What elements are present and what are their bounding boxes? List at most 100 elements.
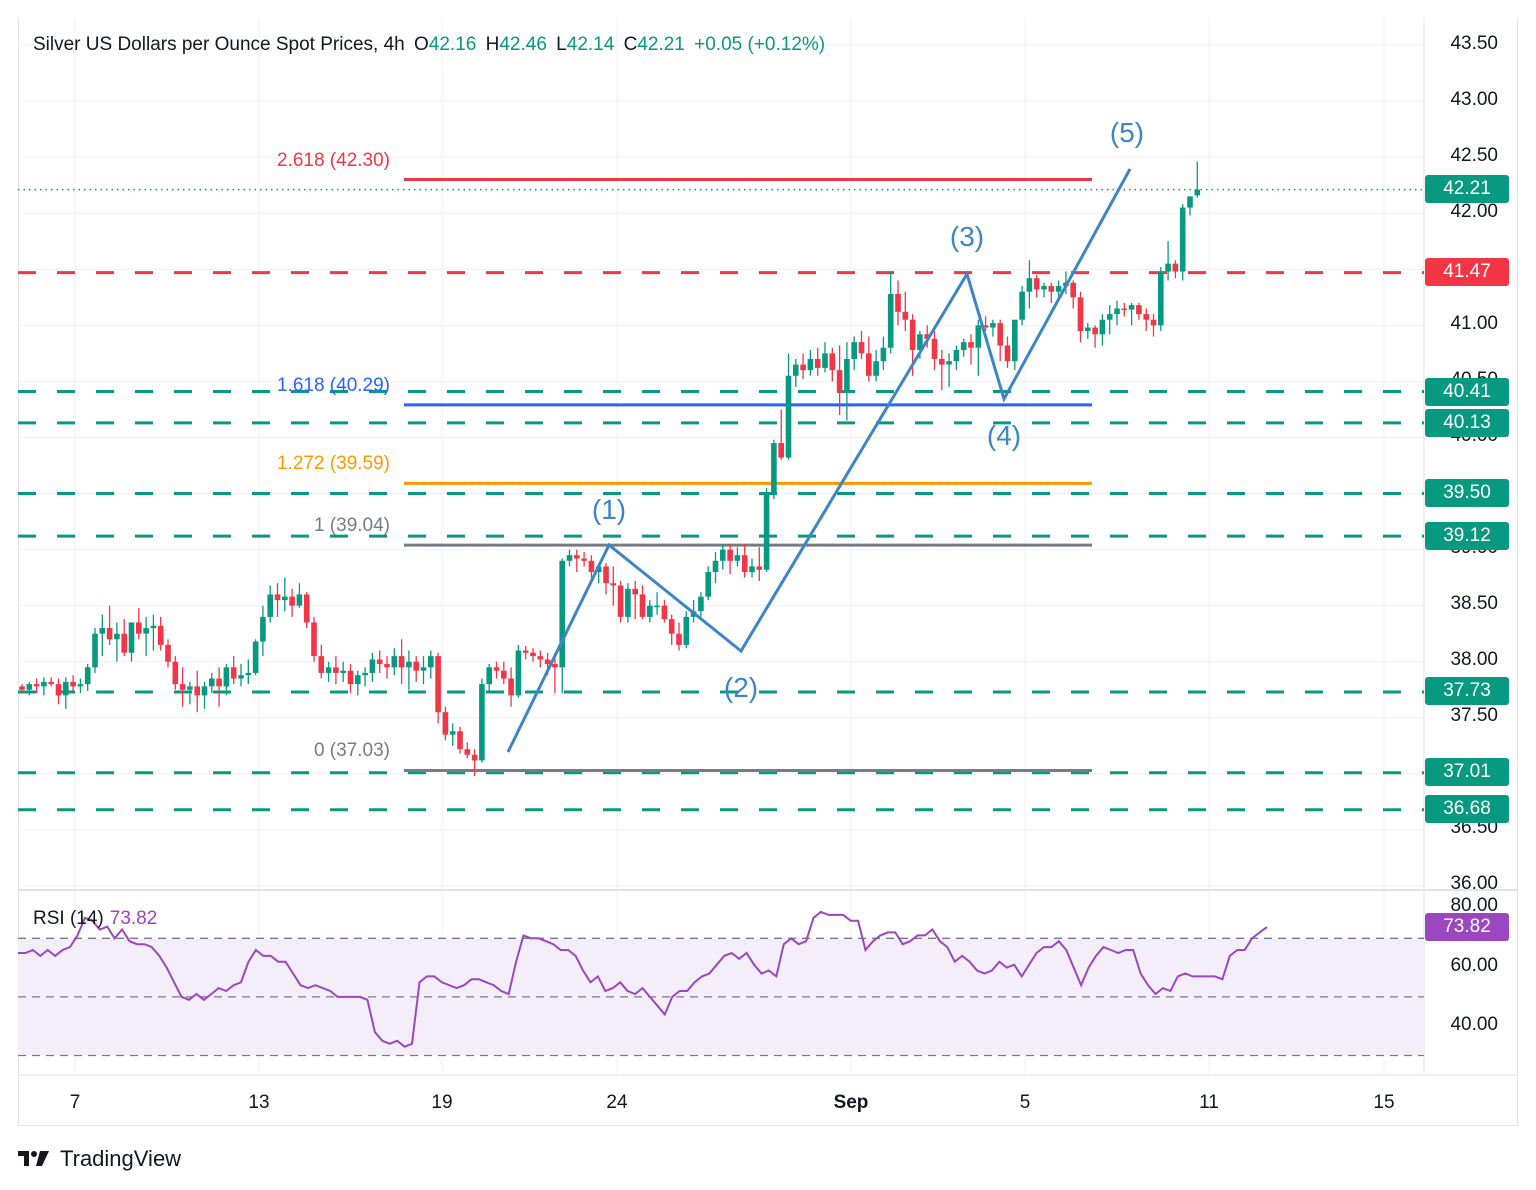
candle-body	[625, 588, 631, 617]
candle-body	[676, 633, 682, 645]
candle-body	[150, 625, 157, 629]
candle-body	[975, 325, 982, 348]
tradingview-logo[interactable]: TradingView	[18, 1146, 181, 1172]
wave-label: (5)	[1109, 117, 1145, 148]
close-label: C	[623, 34, 638, 55]
candle-body	[1194, 189, 1201, 196]
candle-body	[603, 566, 609, 584]
symbol-title: Silver US Dollars per Ounce Spot Prices,…	[33, 34, 405, 55]
candle-body	[515, 650, 522, 696]
candle-body	[617, 585, 624, 617]
rsi-axis-tick: 40.00	[1450, 1014, 1498, 1035]
time-axis-label: 24	[606, 1092, 628, 1113]
candle-body	[771, 443, 777, 494]
candle-body	[953, 349, 960, 362]
wave-label: (1)	[591, 494, 627, 525]
candle-body	[917, 334, 923, 350]
candle-body	[369, 659, 376, 673]
candle-body	[1121, 308, 1128, 311]
candle-body	[902, 311, 909, 320]
candle-body	[807, 358, 814, 371]
candle-body	[574, 555, 580, 559]
candle-body	[851, 342, 857, 359]
candle-body	[880, 347, 887, 362]
price-axis-tick: 41.00	[1450, 313, 1498, 334]
candle-body	[858, 342, 865, 354]
open-value: 42.16	[428, 34, 477, 55]
candle-body	[48, 681, 54, 685]
candle-body	[464, 749, 471, 755]
tradingview-logo-icon	[18, 1151, 49, 1166]
candle-body	[296, 594, 303, 606]
price-axis-tick: 43.50	[1450, 33, 1498, 54]
candle-body	[1048, 286, 1055, 292]
candle-body	[143, 628, 149, 634]
candle-body	[887, 293, 894, 348]
candle-body	[836, 370, 843, 393]
candle-body	[778, 443, 784, 458]
high-label: H	[485, 34, 500, 55]
candle-body	[1092, 327, 1098, 335]
candle-body	[654, 605, 660, 608]
candle-body	[1179, 207, 1186, 272]
candle-body	[785, 375, 792, 458]
candle-body	[873, 361, 879, 376]
candle-body	[632, 588, 638, 595]
candle-body	[406, 661, 412, 668]
candle-body	[77, 684, 84, 687]
rsi-axis-tick: 80.00	[1450, 895, 1498, 916]
candle-body	[610, 583, 617, 586]
price-tag: 40.13	[1425, 409, 1509, 437]
candle-body	[720, 549, 726, 561]
candle-body	[661, 605, 668, 620]
candle-body	[508, 678, 514, 696]
time-axis-label: 13	[248, 1092, 270, 1113]
candle-body	[428, 656, 434, 668]
price-tag: 41.47	[1425, 258, 1509, 286]
candle-body	[537, 656, 544, 660]
candle-body	[318, 656, 325, 673]
candle-body	[136, 622, 142, 634]
fib-label: 0 (37.03)	[313, 740, 390, 762]
candle-body	[1150, 319, 1157, 326]
candle-body	[939, 358, 945, 365]
candle-body	[800, 364, 806, 371]
candle-body	[1026, 278, 1033, 292]
candle-body	[552, 663, 558, 668]
candle-body	[1085, 327, 1091, 331]
candle-body	[41, 681, 47, 687]
candle-body	[581, 558, 587, 561]
candle-body	[449, 731, 456, 735]
rsi-value: 73.82	[109, 908, 158, 929]
fib-label: 2.618 (42.30)	[276, 149, 390, 171]
candle-body	[1165, 263, 1171, 272]
high-value: 42.46	[499, 34, 547, 55]
candle-body	[1012, 319, 1018, 362]
candle-body	[216, 678, 222, 687]
rsi-line	[18, 910, 1268, 1048]
candle-body	[1019, 291, 1025, 320]
candle-body	[1041, 286, 1047, 290]
candle-body	[530, 652, 536, 657]
candle-body	[303, 594, 310, 623]
fib-label: 1 (39.04)	[313, 515, 390, 537]
candle-body	[238, 675, 244, 679]
candle-body	[311, 622, 317, 657]
candle-body	[391, 656, 398, 668]
price-axis-tick: 36.00	[1450, 873, 1498, 894]
candle-body	[1004, 345, 1011, 362]
candle-body	[960, 342, 967, 350]
candle-body	[1187, 196, 1193, 208]
close-value: 42.21	[637, 34, 685, 55]
candle-body	[267, 594, 273, 617]
candle-body	[442, 712, 449, 735]
price-tag: 39.12	[1425, 522, 1509, 550]
price-axis-tick: 43.00	[1450, 89, 1498, 110]
fib-label: 1.272 (39.59)	[276, 453, 390, 475]
brand-name: TradingView	[60, 1146, 182, 1171]
candle-body	[376, 659, 383, 664]
time-axis-label: 7	[69, 1092, 81, 1113]
candle-body	[997, 323, 1003, 346]
candle-body	[84, 667, 91, 685]
